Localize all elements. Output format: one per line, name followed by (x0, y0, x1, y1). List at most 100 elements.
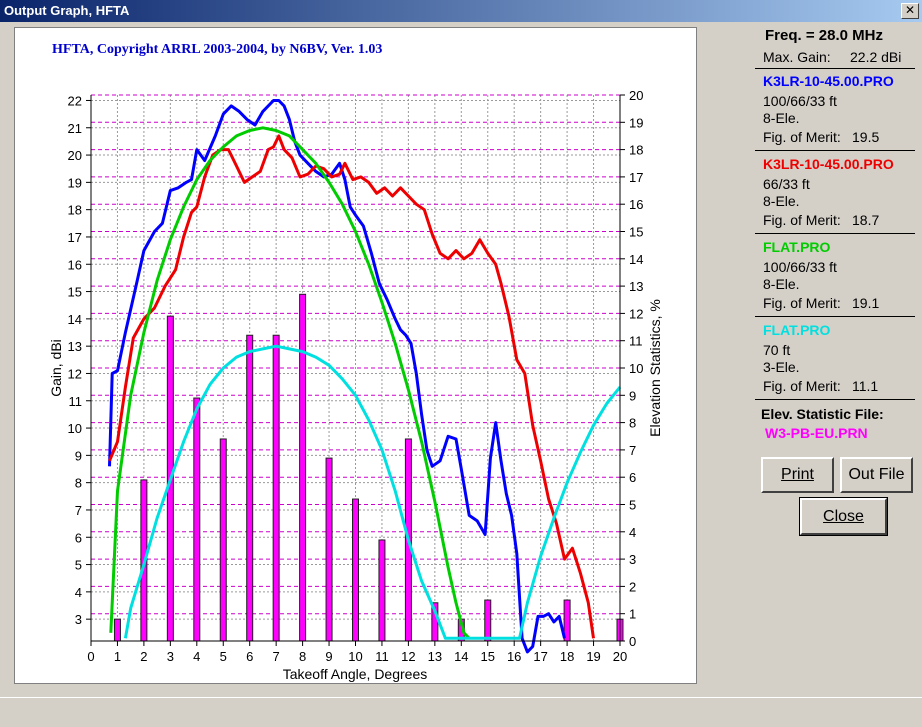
y2-tick-label: 11 (629, 334, 643, 349)
graph-panel: HFTA, Copyright ARRL 2003-2004, by N6BV,… (14, 27, 697, 684)
y-tick-label: 7 (75, 503, 82, 518)
y-axis-label: Gain, dBi (48, 339, 64, 397)
y2-tick-label: 1 (629, 607, 636, 622)
merit-value-3: 19.1 (852, 295, 880, 311)
x-tick-label: 14 (454, 649, 468, 664)
elevation-bar (272, 334, 280, 642)
y2-tick-label: 4 (629, 525, 636, 540)
y2-tick-label: 20 (629, 88, 643, 103)
y2-tick-label: 7 (629, 443, 636, 458)
y-tick-label: 18 (68, 203, 82, 218)
gain-chart: HFTA, Copyright ARRL 2003-2004, by N6BV,… (48, 42, 663, 682)
max-gain-value: 22.2 dBi (850, 49, 902, 65)
merit-value-1: 19.5 (852, 129, 880, 145)
y2-tick-label: 6 (629, 470, 636, 485)
x-tick-label: 3 (167, 649, 174, 664)
elevation-bar (352, 498, 359, 642)
y2-tick-label: 19 (629, 115, 643, 130)
y2-tick-label: 9 (629, 388, 636, 403)
merit-value-2: 18.7 (852, 212, 880, 228)
x-tick-label: 19 (586, 649, 600, 664)
elevation-bar (484, 599, 492, 642)
y2-tick-label: 12 (629, 306, 643, 321)
x-tick-label: 17 (533, 649, 547, 664)
x-tick-label: 7 (273, 649, 280, 664)
y-tick-label: 9 (75, 448, 82, 463)
y-tick-label: 5 (75, 558, 82, 573)
y-tick-label: 12 (68, 366, 82, 381)
series-line-1 (108, 99, 566, 654)
antenna-file-2: K3LR-10-45.00.PRO (763, 156, 894, 172)
antenna-file-3: FLAT.PRO (763, 239, 831, 255)
x-tick-label: 5 (220, 649, 227, 664)
y2-axis-label: Elevation Statistics, % (647, 299, 663, 437)
y-tick-label: 11 (69, 394, 83, 409)
x-tick-label: 4 (193, 649, 200, 664)
max-gain-label: Max. Gain: (763, 49, 831, 65)
antenna-file-4: FLAT.PRO (763, 322, 831, 338)
merit-value-4: 11.1 (852, 378, 879, 394)
y-tick-label: 17 (68, 230, 82, 245)
y-tick-label: 21 (68, 121, 82, 136)
antenna-heights-3: 100/66/33 ft (763, 259, 837, 275)
elevation-bar (299, 293, 307, 642)
y-tick-label: 19 (68, 175, 82, 190)
antenna-elements-1: 8-Ele. (763, 110, 800, 126)
x-tick-label: 10 (348, 649, 362, 664)
x-tick-label: 6 (246, 649, 253, 664)
out-file-button[interactable]: Out File (840, 457, 913, 493)
title-bar: Output Graph, HFTA ✕ (0, 0, 922, 22)
antenna-heights-1: 100/66/33 ft (763, 93, 837, 109)
antenna-file-1: K3LR-10-45.00.PRO (763, 73, 894, 89)
close-window-button[interactable]: ✕ (901, 3, 919, 19)
y2-tick-label: 5 (629, 498, 636, 513)
y2-tick-label: 10 (629, 361, 643, 376)
series-line-2 (108, 134, 595, 639)
y2-tick-label: 15 (629, 225, 643, 240)
x-tick-label: 2 (140, 649, 147, 664)
separator (755, 233, 915, 234)
elevation-bar (246, 334, 254, 642)
x-tick-label: 8 (299, 649, 306, 664)
x-tick-label: 18 (560, 649, 574, 664)
y2-tick-label: 8 (629, 416, 636, 431)
y2-tick-label: 16 (629, 197, 643, 212)
series-line-3 (109, 126, 471, 640)
x-tick-label: 0 (87, 649, 94, 664)
y-tick-label: 10 (68, 421, 82, 436)
elevation-bar (113, 618, 121, 642)
y-tick-label: 3 (75, 612, 82, 627)
separator (755, 68, 915, 69)
elevation-bar (219, 438, 227, 642)
separator (755, 399, 915, 400)
y2-tick-label: 18 (629, 143, 643, 158)
elevation-bar (325, 457, 333, 642)
y-tick-label: 20 (68, 148, 82, 163)
antenna-elements-4: 3-Ele. (763, 359, 800, 375)
status-bar (0, 697, 922, 727)
frequency-label: Freq. = 28.0 MHz (765, 27, 883, 44)
merit-label-3: Fig. of Merit: (763, 295, 841, 311)
y-tick-label: 15 (68, 285, 82, 300)
x-tick-label: 1 (114, 649, 121, 664)
separator (755, 316, 915, 317)
y2-tick-label: 2 (629, 579, 636, 594)
close-button[interactable]: Close (799, 497, 888, 536)
y2-tick-label: 13 (629, 279, 643, 294)
merit-label-2: Fig. of Merit: (763, 212, 841, 228)
y-tick-label: 6 (75, 530, 82, 545)
print-button[interactable]: Print (761, 457, 834, 493)
x-tick-label: 13 (428, 649, 442, 664)
close-button-label: Close (823, 508, 864, 525)
y2-tick-label: 14 (629, 252, 643, 267)
x-tick-label: 15 (481, 649, 495, 664)
copyright-text: HFTA, Copyright ARRL 2003-2004, by N6BV,… (52, 42, 382, 57)
y-tick-label: 22 (68, 93, 82, 108)
merit-label-4: Fig. of Merit: (763, 378, 841, 394)
window-title: Output Graph, HFTA (4, 3, 130, 18)
y2-tick-label: 0 (629, 634, 636, 649)
y-tick-label: 8 (75, 476, 82, 491)
antenna-heights-2: 66/33 ft (763, 176, 810, 192)
elevation-bar (193, 397, 201, 642)
elev-statistic-file: W3-PB-EU.PRN (765, 425, 868, 441)
